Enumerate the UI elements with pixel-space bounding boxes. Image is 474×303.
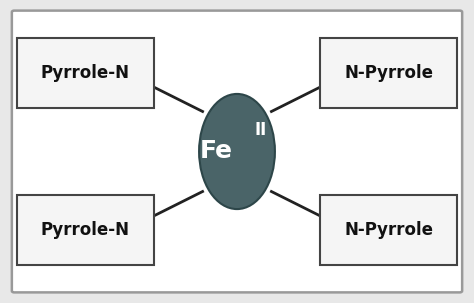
FancyBboxPatch shape xyxy=(17,38,154,108)
FancyBboxPatch shape xyxy=(12,11,462,292)
Text: Pyrrole-N: Pyrrole-N xyxy=(41,221,130,239)
Text: II: II xyxy=(255,121,267,139)
Text: Pyrrole-N: Pyrrole-N xyxy=(41,64,130,82)
FancyBboxPatch shape xyxy=(17,195,154,265)
Text: N-Pyrrole: N-Pyrrole xyxy=(344,64,433,82)
FancyBboxPatch shape xyxy=(320,38,457,108)
Text: N-Pyrrole: N-Pyrrole xyxy=(344,221,433,239)
FancyBboxPatch shape xyxy=(320,195,457,265)
Text: Fe: Fe xyxy=(200,139,233,164)
Ellipse shape xyxy=(199,94,275,209)
